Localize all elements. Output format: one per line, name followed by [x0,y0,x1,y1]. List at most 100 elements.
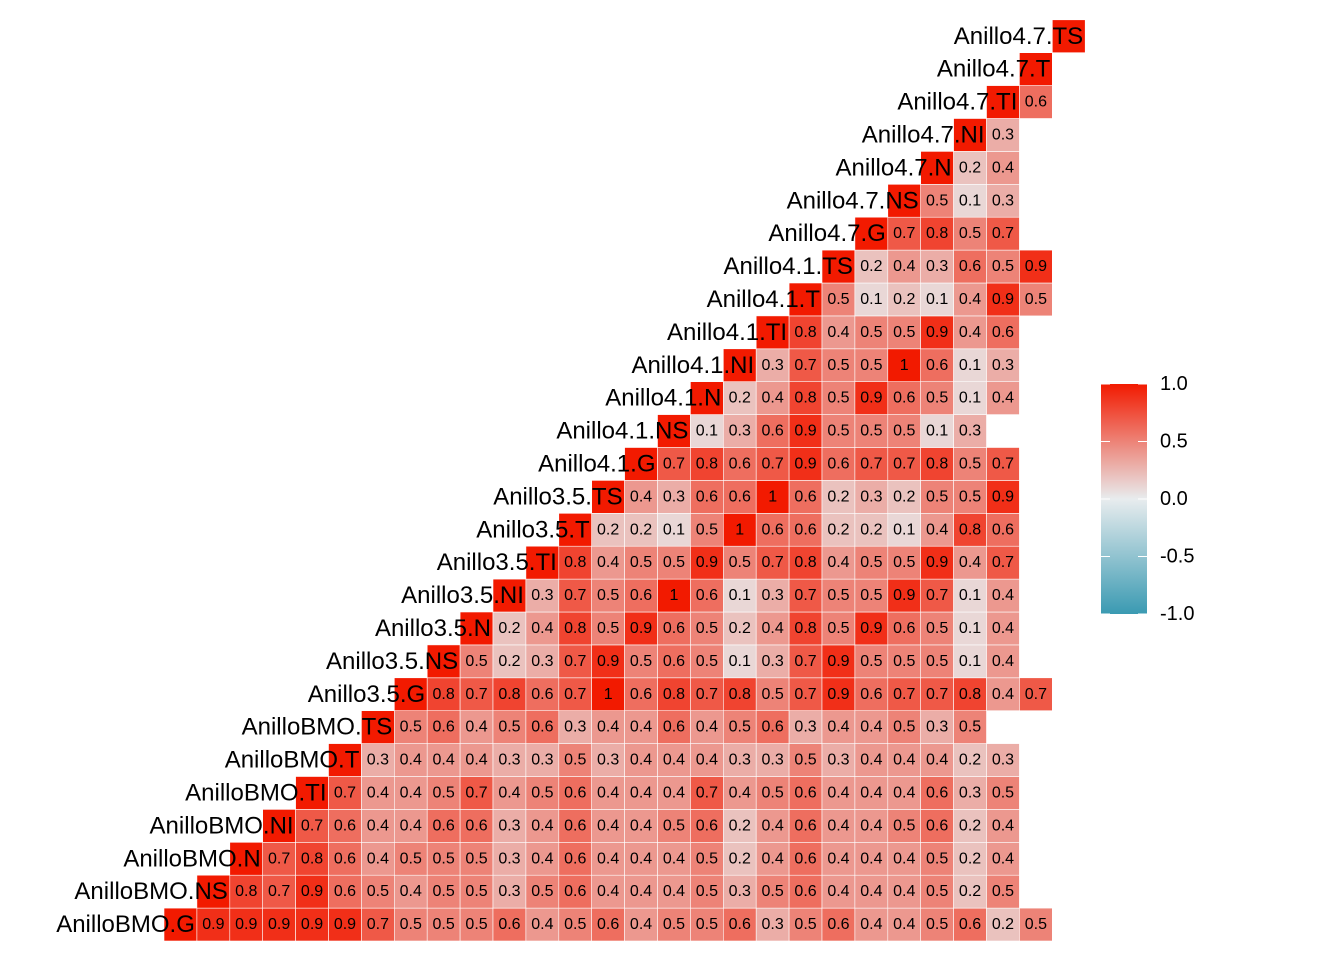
heatmap-cell [821,480,856,514]
heatmap-cell-diagonal [1019,52,1053,86]
cell-value: 0.7 [367,916,389,933]
heatmap-cell [821,414,856,448]
cell-value: 0.6 [794,883,816,900]
cell-value: 0.9 [202,916,224,933]
heatmap-cell [361,776,395,810]
cell-value: 0.4 [926,521,948,538]
cell-value: 0.3 [762,752,784,769]
cell-value: 0.2 [827,488,849,505]
heatmap-cell [821,282,856,317]
cell-value: 0.5 [400,719,422,736]
heatmap-cell [920,512,954,547]
cell-value: 0.5 [827,423,849,440]
cell-value: 0.6 [992,521,1014,538]
heatmap-cell [986,874,1020,909]
heatmap-cell [624,874,658,909]
heatmap-cell [591,710,625,744]
cell-value: 0.4 [663,850,685,867]
cell-value: 0.3 [992,126,1014,143]
cell-value: 0.6 [729,455,751,472]
cell-value: 0.4 [696,719,718,736]
heatmap-cell-diagonal [361,710,395,744]
heatmap-cell-diagonal [492,578,527,613]
cell-value: 0.8 [729,686,751,703]
heatmap-cell [953,776,987,810]
cell-value: 1 [735,521,744,538]
heatmap-cell [657,874,691,909]
heatmap-cell [492,809,527,843]
cell-value: 0.3 [926,719,948,736]
cell-value: 0.1 [696,423,718,440]
heatmap-cell [953,447,987,481]
heatmap-cell [361,841,395,876]
cell-value: 0.7 [696,686,718,703]
cell-value: 0.2 [860,521,882,538]
cell-value: 0.9 [235,916,257,933]
heatmap-cell [1019,677,1053,711]
heatmap-cell [558,545,592,580]
heatmap-cell [459,841,494,876]
heatmap-cell [295,907,329,942]
heatmap-cell [492,743,527,777]
cell-value: 0.5 [992,883,1014,900]
heatmap-cell [459,743,494,777]
cell-value: 0.9 [827,653,849,670]
heatmap-cell [821,545,856,580]
heatmap-cell [657,480,691,514]
variable-label: Anillo4.7.T [937,56,1051,83]
cell-value: 0.4 [597,883,619,900]
cell-value: 0.7 [663,455,685,472]
cell-value: 0.5 [959,225,981,242]
heatmap-cell [920,545,954,580]
heatmap-cell [920,874,954,909]
cell-value: 0.9 [597,653,619,670]
heatmap-cell [426,677,461,711]
heatmap-cell [986,348,1020,382]
cell-value: 0.9 [696,554,718,571]
cell-value: 0.5 [926,883,948,900]
cell-value: 0.8 [926,225,948,242]
cell-value: 0.5 [696,883,718,900]
cell-value: 0.1 [959,390,981,407]
heatmap-cell [657,841,691,876]
cell-value: 0.7 [301,817,323,834]
cell-value: 0.6 [762,423,784,440]
cell-value: 0.7 [564,587,586,604]
heatmap-cell [591,644,625,679]
heatmap-cell [722,480,757,514]
heatmap-cell [426,841,461,876]
cell-value: 0.4 [893,850,915,867]
cell-value: 0.6 [334,850,356,867]
heatmap-cell-diagonal [262,809,296,843]
heatmap-cell-diagonal [163,907,198,942]
heatmap-cell [953,315,987,350]
cell-value: 0.5 [893,653,915,670]
cell-value: 0.3 [762,587,784,604]
cell-value: 0.6 [794,521,816,538]
heatmap-cell [854,282,889,317]
cell-value: 0.3 [729,883,751,900]
cell-value: 0.6 [762,719,784,736]
cell-value: 0.5 [564,916,586,933]
heatmap-cell-diagonal [558,512,592,547]
cell-value: 0.7 [465,784,487,801]
heatmap-cell-diagonal [920,151,954,185]
cell-value-labels: 0.9 0.9 0.9 0.9 0.9 0.7 0.5 0.5 0.5 0.6 0.4 0.5 0.6 0… [202,94,1047,933]
heatmap-cell [722,776,757,810]
cell-value: 0.5 [663,817,685,834]
heatmap-cell [690,907,724,942]
variable-label: AnilloBMO.TI [185,779,326,806]
cell-value: 0.5 [630,653,652,670]
heatmap-cell [591,512,625,547]
cell-value: 0.4 [400,752,422,769]
heatmap-cell [755,809,790,843]
cell-value: 0.9 [893,587,915,604]
heatmap-cell [920,611,954,646]
heatmap-cell-diagonal [755,315,790,350]
cell-value: 0.2 [992,916,1014,933]
cell-value: 0.3 [663,488,685,505]
cell-value: 0.4 [992,817,1014,834]
heatmap-cell [854,480,889,514]
cell-value: 0.7 [992,225,1014,242]
heatmap-cell [788,315,823,350]
